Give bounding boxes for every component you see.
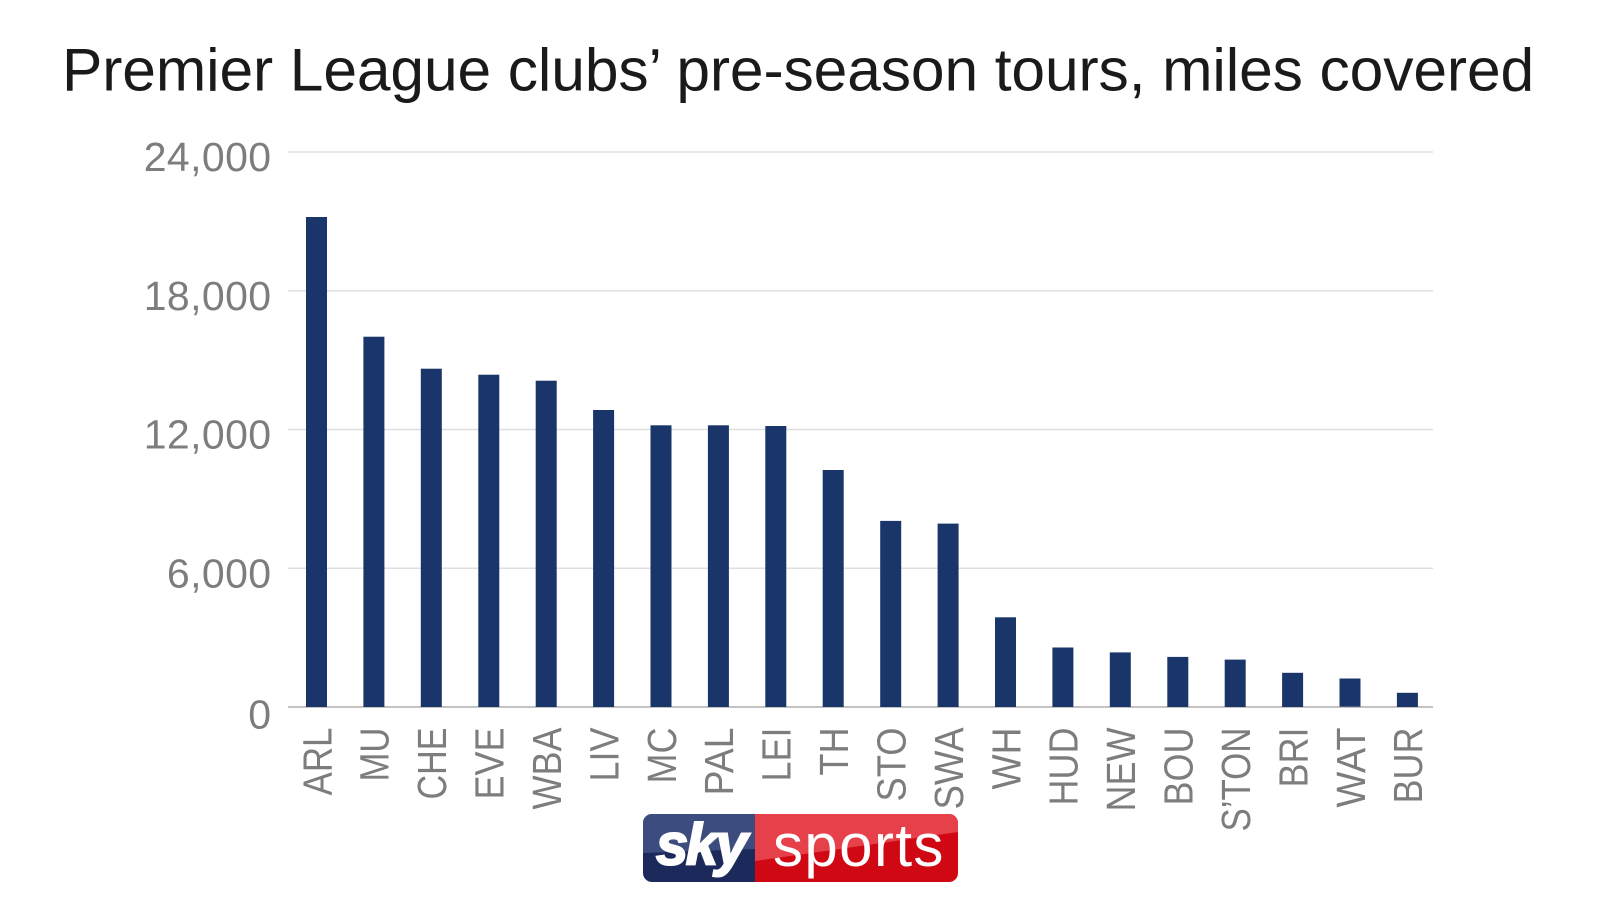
svg-text:WH: WH bbox=[983, 728, 1029, 790]
svg-text:ARL: ARL bbox=[294, 728, 340, 796]
svg-text:BOU: BOU bbox=[1156, 728, 1202, 806]
svg-text:sports: sports bbox=[773, 812, 945, 879]
svg-text:BRI: BRI bbox=[1270, 728, 1316, 788]
svg-text:MC: MC bbox=[639, 728, 685, 784]
svg-text:STO: STO bbox=[869, 728, 915, 802]
svg-text:LEI: LEI bbox=[754, 728, 800, 782]
svg-text:MU: MU bbox=[352, 728, 398, 782]
svg-text:S’TON: S’TON bbox=[1213, 728, 1259, 832]
svg-text:NEW: NEW bbox=[1098, 727, 1144, 811]
svg-text:6,000: 6,000 bbox=[167, 550, 272, 596]
svg-text:18,000: 18,000 bbox=[144, 273, 272, 319]
svg-text:LIV: LIV bbox=[581, 727, 627, 782]
svg-text:12,000: 12,000 bbox=[144, 412, 272, 458]
svg-text:CHE: CHE bbox=[409, 728, 455, 800]
svg-text:EVE: EVE bbox=[467, 728, 513, 800]
svg-text:sky: sky bbox=[656, 813, 751, 878]
svg-text:TH: TH bbox=[811, 728, 857, 776]
svg-text:PAL: PAL bbox=[696, 728, 742, 796]
svg-text:0: 0 bbox=[248, 691, 271, 737]
svg-text:SWA: SWA bbox=[926, 727, 972, 810]
svg-text:WBA: WBA bbox=[524, 727, 570, 810]
svg-text:Premier League clubs’ pre-seas: Premier League clubs’ pre-season tours, … bbox=[62, 36, 1534, 104]
svg-text:WAT: WAT bbox=[1328, 728, 1374, 808]
svg-text:HUD: HUD bbox=[1041, 728, 1087, 806]
svg-text:BUR: BUR bbox=[1385, 728, 1431, 804]
svg-text:24,000: 24,000 bbox=[144, 134, 272, 180]
